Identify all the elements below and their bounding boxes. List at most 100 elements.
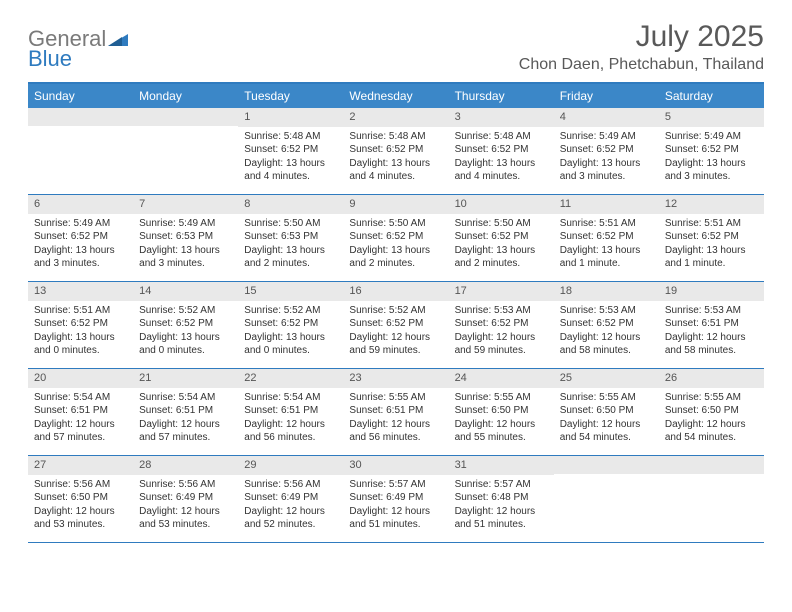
daylight-line: Daylight: 12 hours and 55 minutes. (455, 418, 548, 445)
sunset-line: Sunset: 6:52 PM (349, 317, 442, 331)
day-cell: 16Sunrise: 5:52 AMSunset: 6:52 PMDayligh… (343, 282, 448, 368)
day-number: 21 (133, 369, 238, 388)
header: General Blue July 2025 Chon Daen, Phetch… (28, 20, 764, 74)
day-body: Sunrise: 5:54 AMSunset: 6:51 PMDaylight:… (28, 388, 133, 450)
day-number: 3 (449, 108, 554, 127)
sunrise-line: Sunrise: 5:56 AM (139, 478, 232, 492)
sunset-line: Sunset: 6:50 PM (560, 404, 653, 418)
sunrise-line: Sunrise: 5:57 AM (349, 478, 442, 492)
day-number: 22 (238, 369, 343, 388)
sunrise-line: Sunrise: 5:55 AM (560, 391, 653, 405)
day-number: 17 (449, 282, 554, 301)
day-cell: 1Sunrise: 5:48 AMSunset: 6:52 PMDaylight… (238, 108, 343, 194)
day-number: 25 (554, 369, 659, 388)
day-number: 1 (238, 108, 343, 127)
day-body: Sunrise: 5:51 AMSunset: 6:52 PMDaylight:… (28, 301, 133, 363)
sunrise-line: Sunrise: 5:53 AM (665, 304, 758, 318)
day-number: 4 (554, 108, 659, 127)
sunset-line: Sunset: 6:51 PM (139, 404, 232, 418)
daylight-line: Daylight: 12 hours and 52 minutes. (244, 505, 337, 532)
day-cell: 28Sunrise: 5:56 AMSunset: 6:49 PMDayligh… (133, 456, 238, 542)
day-number: 5 (659, 108, 764, 127)
daylight-line: Daylight: 12 hours and 51 minutes. (455, 505, 548, 532)
day-number: 2 (343, 108, 448, 127)
weeks-container: 1Sunrise: 5:48 AMSunset: 6:52 PMDaylight… (28, 108, 764, 543)
daylight-line: Daylight: 12 hours and 58 minutes. (560, 331, 653, 358)
sunset-line: Sunset: 6:49 PM (139, 491, 232, 505)
day-cell: 6Sunrise: 5:49 AMSunset: 6:52 PMDaylight… (28, 195, 133, 281)
daylight-line: Daylight: 13 hours and 2 minutes. (349, 244, 442, 271)
daylight-line: Daylight: 13 hours and 2 minutes. (244, 244, 337, 271)
day-cell: 31Sunrise: 5:57 AMSunset: 6:48 PMDayligh… (449, 456, 554, 542)
day-body: Sunrise: 5:53 AMSunset: 6:52 PMDaylight:… (449, 301, 554, 363)
day-body: Sunrise: 5:50 AMSunset: 6:53 PMDaylight:… (238, 214, 343, 276)
day-header-row: SundayMondayTuesdayWednesdayThursdayFrid… (28, 84, 764, 108)
day-cell: 10Sunrise: 5:50 AMSunset: 6:52 PMDayligh… (449, 195, 554, 281)
day-cell: 24Sunrise: 5:55 AMSunset: 6:50 PMDayligh… (449, 369, 554, 455)
day-number: 27 (28, 456, 133, 475)
day-number: 31 (449, 456, 554, 475)
sunrise-line: Sunrise: 5:49 AM (560, 130, 653, 144)
day-body: Sunrise: 5:55 AMSunset: 6:50 PMDaylight:… (554, 388, 659, 450)
daylight-line: Daylight: 12 hours and 54 minutes. (665, 418, 758, 445)
calendar: SundayMondayTuesdayWednesdayThursdayFrid… (28, 82, 764, 543)
daylight-line: Daylight: 12 hours and 57 minutes. (34, 418, 127, 445)
day-cell: 21Sunrise: 5:54 AMSunset: 6:51 PMDayligh… (133, 369, 238, 455)
day-number: 26 (659, 369, 764, 388)
daylight-line: Daylight: 12 hours and 54 minutes. (560, 418, 653, 445)
daylight-line: Daylight: 12 hours and 59 minutes. (349, 331, 442, 358)
day-body: Sunrise: 5:50 AMSunset: 6:52 PMDaylight:… (449, 214, 554, 276)
daylight-line: Daylight: 12 hours and 56 minutes. (349, 418, 442, 445)
sunrise-line: Sunrise: 5:53 AM (455, 304, 548, 318)
day-number: 13 (28, 282, 133, 301)
daylight-line: Daylight: 13 hours and 4 minutes. (455, 157, 548, 184)
week-row: 20Sunrise: 5:54 AMSunset: 6:51 PMDayligh… (28, 369, 764, 456)
day-number: 29 (238, 456, 343, 475)
sunrise-line: Sunrise: 5:51 AM (560, 217, 653, 231)
day-cell: 13Sunrise: 5:51 AMSunset: 6:52 PMDayligh… (28, 282, 133, 368)
sunset-line: Sunset: 6:52 PM (244, 317, 337, 331)
day-body: Sunrise: 5:48 AMSunset: 6:52 PMDaylight:… (343, 127, 448, 189)
day-cell: 29Sunrise: 5:56 AMSunset: 6:49 PMDayligh… (238, 456, 343, 542)
daylight-line: Daylight: 13 hours and 1 minute. (560, 244, 653, 271)
sunset-line: Sunset: 6:52 PM (560, 143, 653, 157)
day-cell: 18Sunrise: 5:53 AMSunset: 6:52 PMDayligh… (554, 282, 659, 368)
day-body: Sunrise: 5:55 AMSunset: 6:50 PMDaylight:… (449, 388, 554, 450)
sunset-line: Sunset: 6:50 PM (455, 404, 548, 418)
daylight-line: Daylight: 12 hours and 53 minutes. (139, 505, 232, 532)
daylight-line: Daylight: 13 hours and 3 minutes. (34, 244, 127, 271)
day-cell (659, 456, 764, 542)
daylight-line: Daylight: 12 hours and 53 minutes. (34, 505, 127, 532)
daylight-line: Daylight: 13 hours and 1 minute. (665, 244, 758, 271)
daylight-line: Daylight: 12 hours and 57 minutes. (139, 418, 232, 445)
sunset-line: Sunset: 6:52 PM (455, 143, 548, 157)
day-body: Sunrise: 5:55 AMSunset: 6:51 PMDaylight:… (343, 388, 448, 450)
day-body: Sunrise: 5:49 AMSunset: 6:52 PMDaylight:… (28, 214, 133, 276)
day-body: Sunrise: 5:51 AMSunset: 6:52 PMDaylight:… (554, 214, 659, 276)
day-cell: 8Sunrise: 5:50 AMSunset: 6:53 PMDaylight… (238, 195, 343, 281)
day-number: 9 (343, 195, 448, 214)
sunrise-line: Sunrise: 5:49 AM (34, 217, 127, 231)
daylight-line: Daylight: 13 hours and 2 minutes. (455, 244, 548, 271)
day-body: Sunrise: 5:54 AMSunset: 6:51 PMDaylight:… (238, 388, 343, 450)
sunset-line: Sunset: 6:52 PM (455, 317, 548, 331)
day-body: Sunrise: 5:57 AMSunset: 6:49 PMDaylight:… (343, 475, 448, 537)
sunset-line: Sunset: 6:52 PM (349, 143, 442, 157)
day-header: Sunday (28, 84, 133, 108)
day-cell: 23Sunrise: 5:55 AMSunset: 6:51 PMDayligh… (343, 369, 448, 455)
day-cell: 15Sunrise: 5:52 AMSunset: 6:52 PMDayligh… (238, 282, 343, 368)
day-cell: 19Sunrise: 5:53 AMSunset: 6:51 PMDayligh… (659, 282, 764, 368)
day-header: Wednesday (343, 84, 448, 108)
day-number: 10 (449, 195, 554, 214)
daylight-line: Daylight: 13 hours and 3 minutes. (139, 244, 232, 271)
day-cell: 4 Sunrise: 5:49 AMSunset: 6:52 PMDaylight… (554, 108, 659, 194)
page: General Blue July 2025 Chon Daen, Phetch… (0, 0, 792, 563)
daylight-line: Daylight: 12 hours and 59 minutes. (455, 331, 548, 358)
daylight-line: Daylight: 13 hours and 3 minutes. (560, 157, 653, 184)
day-cell: 22Sunrise: 5:54 AMSunset: 6:51 PMDayligh… (238, 369, 343, 455)
day-number: 14 (133, 282, 238, 301)
day-body: Sunrise: 5:49 AMSunset: 6:53 PMDaylight:… (133, 214, 238, 276)
day-body: Sunrise: 5:53 AMSunset: 6:51 PMDaylight:… (659, 301, 764, 363)
day-body: Sunrise: 5:55 AMSunset: 6:50 PMDaylight:… (659, 388, 764, 450)
sunset-line: Sunset: 6:52 PM (665, 143, 758, 157)
